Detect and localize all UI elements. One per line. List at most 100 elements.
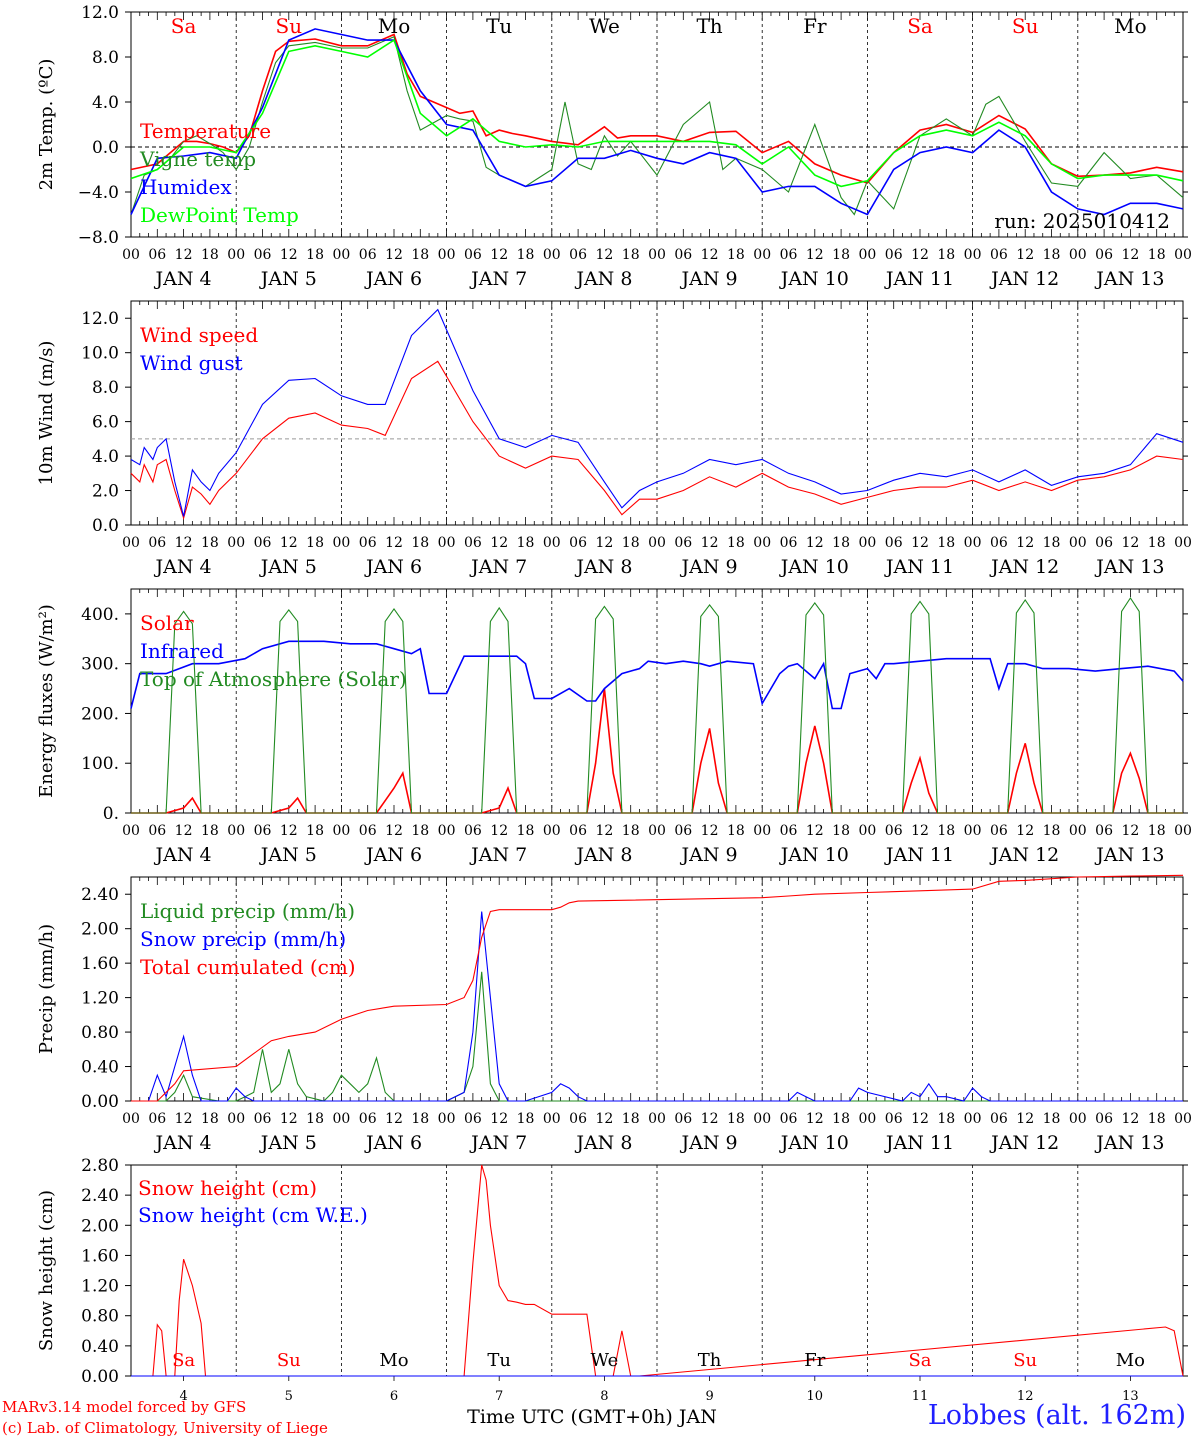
x-hour-label: 00 bbox=[438, 1111, 456, 1127]
series-line bbox=[130, 38, 1184, 188]
x-date-label: JAN 11 bbox=[884, 1132, 954, 1154]
x-hour-label: 00 bbox=[227, 823, 245, 839]
x-hour-label: 00 bbox=[438, 823, 456, 839]
y-tick-label: 400. bbox=[81, 605, 119, 625]
x-date-label: JAN 13 bbox=[1094, 844, 1164, 866]
x-hour-label: 12 bbox=[385, 823, 403, 839]
y-tick-label: 200. bbox=[81, 704, 119, 724]
y-tick-label: 2.00 bbox=[81, 1216, 119, 1236]
x-date-label: JAN 13 bbox=[1094, 556, 1164, 578]
x-hour-label: 18 bbox=[201, 1111, 219, 1127]
x-hour-label: 12 bbox=[385, 247, 403, 263]
x-hour-label: 00 bbox=[1174, 1111, 1192, 1127]
legend-entry: Wind speed bbox=[140, 323, 258, 347]
weekday-label: Mo bbox=[378, 14, 411, 38]
x-date-label: JAN 9 bbox=[680, 556, 738, 578]
x-hour-label: 00 bbox=[332, 823, 350, 839]
weekday-label: Th bbox=[696, 14, 722, 38]
x-hour-label: 12 bbox=[490, 247, 508, 263]
panel-2 bbox=[125, 300, 1188, 526]
x-day-number: 6 bbox=[390, 1389, 398, 1404]
x-hour-label: 12 bbox=[280, 823, 298, 839]
y-tick-label: 2.80 bbox=[81, 1156, 119, 1176]
x-date-label: JAN 7 bbox=[469, 1132, 527, 1154]
x-date-label: JAN 7 bbox=[469, 844, 527, 866]
x-hour-label: 00 bbox=[858, 1111, 876, 1127]
x-hour-label: 18 bbox=[517, 823, 535, 839]
x-hour-label: 00 bbox=[1174, 247, 1192, 263]
y-tick-label: 0.0 bbox=[92, 138, 119, 158]
x-date-label: JAN 12 bbox=[989, 268, 1059, 290]
x-hour-label: 12 bbox=[911, 1111, 929, 1127]
x-hour-label: 06 bbox=[148, 247, 166, 263]
y-axis-label: Precip (mm/h) bbox=[36, 924, 57, 1054]
x-hour-label: 06 bbox=[464, 1111, 482, 1127]
x-date-label: JAN 11 bbox=[884, 844, 954, 866]
x-date-label: JAN 5 bbox=[259, 268, 317, 290]
x-hour-label: 06 bbox=[780, 1111, 798, 1127]
x-hour-label: 12 bbox=[911, 247, 929, 263]
x-hour-label: 18 bbox=[832, 535, 850, 551]
x-hour-label: 06 bbox=[674, 247, 692, 263]
x-hour-label: 18 bbox=[306, 247, 324, 263]
x-hour-label: 18 bbox=[201, 247, 219, 263]
x-hour-label: 12 bbox=[490, 823, 508, 839]
y-axis-label: Energy fluxes (W/m²) bbox=[36, 604, 57, 798]
x-hour-label: 12 bbox=[1121, 247, 1139, 263]
x-hour-label: 18 bbox=[1043, 823, 1061, 839]
x-date-label: JAN 11 bbox=[884, 556, 954, 578]
legend-entry: Humidex bbox=[140, 175, 232, 199]
x-hour-label: 06 bbox=[359, 247, 377, 263]
x-hour-label: 06 bbox=[254, 247, 272, 263]
x-hour-label: 18 bbox=[622, 823, 640, 839]
x-hour-label: 06 bbox=[1095, 823, 1113, 839]
x-hour-label: 06 bbox=[148, 1111, 166, 1127]
legend-entry: Snow precip (mm/h) bbox=[140, 927, 346, 951]
x-hour-label: 12 bbox=[175, 247, 193, 263]
weekday-label: Su bbox=[277, 1350, 301, 1371]
x-hour-label: 12 bbox=[806, 1111, 824, 1127]
x-hour-label: 18 bbox=[622, 247, 640, 263]
x-hour-label: 18 bbox=[937, 823, 955, 839]
legend-entry: DewPoint Temp bbox=[140, 203, 299, 227]
y-tick-label: 2.40 bbox=[81, 885, 119, 905]
x-hour-label: 12 bbox=[280, 535, 298, 551]
x-hour-label: 00 bbox=[753, 1111, 771, 1127]
y-tick-label: 8.0 bbox=[92, 48, 119, 68]
x-date-label: JAN 13 bbox=[1094, 268, 1164, 290]
x-hour-label: 06 bbox=[359, 1111, 377, 1127]
weekday-label: Mo bbox=[1116, 1350, 1145, 1371]
x-hour-label: 18 bbox=[411, 823, 429, 839]
y-tick-label: 8.0 bbox=[92, 378, 119, 398]
x-date-label: JAN 9 bbox=[680, 844, 738, 866]
y-tick-label: 1.60 bbox=[81, 1246, 119, 1266]
x-hour-label: 12 bbox=[595, 535, 613, 551]
series-line bbox=[130, 360, 1184, 521]
x-hour-label: 12 bbox=[1121, 535, 1139, 551]
weekday-label: We bbox=[591, 1350, 619, 1371]
x-hour-label: 18 bbox=[517, 1111, 535, 1127]
weekday-label: Sa bbox=[172, 1350, 195, 1371]
x-hour-label: 12 bbox=[1121, 823, 1139, 839]
weekday-label: Fr bbox=[803, 14, 827, 38]
x-hour-label: 00 bbox=[648, 247, 666, 263]
x-hour-label: 18 bbox=[937, 535, 955, 551]
x-hour-label: 12 bbox=[175, 823, 193, 839]
x-date-label: JAN 7 bbox=[469, 556, 527, 578]
x-hour-label: 18 bbox=[622, 535, 640, 551]
x-hour-label: 06 bbox=[359, 823, 377, 839]
x-hour-label: 06 bbox=[990, 247, 1008, 263]
x-hour-label: 00 bbox=[1069, 823, 1087, 839]
x-day-number: 12 bbox=[1017, 1389, 1034, 1404]
y-axis-label: 2m Temp. (ºC) bbox=[36, 59, 57, 191]
model-credit: MARv3.14 model forced by GFS bbox=[2, 1398, 247, 1416]
x-date-label: JAN 4 bbox=[154, 268, 212, 290]
weekday-label: Th bbox=[698, 1350, 722, 1371]
x-date-label: JAN 6 bbox=[364, 1132, 422, 1154]
x-hour-label: 18 bbox=[1148, 1111, 1166, 1127]
x-hour-label: 12 bbox=[595, 1111, 613, 1127]
x-hour-label: 18 bbox=[411, 535, 429, 551]
panel-5 bbox=[125, 1164, 1188, 1381]
x-hour-label: 06 bbox=[569, 823, 587, 839]
y-axis-label: Snow height (cm) bbox=[36, 1190, 57, 1351]
